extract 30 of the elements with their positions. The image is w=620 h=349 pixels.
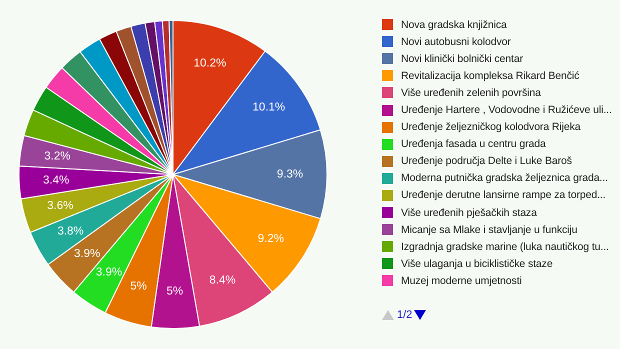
- data-label: 3.6%: [47, 200, 74, 212]
- legend-label: Novi autobusni kolodvor: [401, 36, 511, 48]
- data-label: 3.8%: [57, 225, 84, 238]
- data-label: 10.2%: [194, 58, 226, 70]
- legend-label: Više ulaganja u biciklističke staze: [401, 258, 553, 270]
- data-label: 9.2%: [258, 232, 284, 245]
- legend-label: Revitalizacija kompleksa Rikard Benčić: [401, 70, 580, 82]
- legend-label: Više uređenih pješačkih staza: [401, 206, 537, 219]
- data-label: 10.1%: [252, 101, 286, 114]
- text: 1/2: [397, 309, 412, 321]
- legend-label: Muzej moderne umjetnosti: [401, 274, 522, 287]
- data-label: 3.9%: [74, 248, 100, 260]
- data-label: 9.3%: [276, 168, 304, 180]
- legend-label: Micanje sa Mlake i stavljanje u funkciju: [401, 224, 578, 236]
- data-label: 8.4%: [209, 274, 236, 287]
- legend-label: Uređenje željezničkog kolodvora Rijeka: [401, 121, 580, 134]
- legend-label: Izgradnja gradske marine (luka nautičkog tu...: [401, 240, 609, 253]
- legend-label: Nova gradska knjižnica: [401, 18, 507, 31]
- legend-label: Uređenje Hartere , Vodovodne i Ružićeve uli...: [401, 104, 612, 116]
- legend-label: Uređenje područja Delte i Luke Baroš: [401, 155, 572, 168]
- legend-label: Moderna putnička gradska željeznica grada...: [401, 172, 608, 184]
- data-label: 5%: [130, 280, 147, 293]
- legend-label: Uređenje derutne lansirne rampe za torped...: [401, 189, 606, 202]
- legend-label: Više uređenih zelenih površina: [401, 86, 541, 99]
- data-label: 5%: [166, 286, 184, 298]
- data-label: 3.4%: [43, 174, 70, 187]
- data-label: 3.2%: [44, 150, 70, 163]
- legend-label: Uređenja fasada u centru grada: [401, 138, 546, 150]
- data-label: 3.9%: [96, 266, 122, 279]
- legend-label: Novi klinički bolnički centar: [401, 52, 523, 65]
